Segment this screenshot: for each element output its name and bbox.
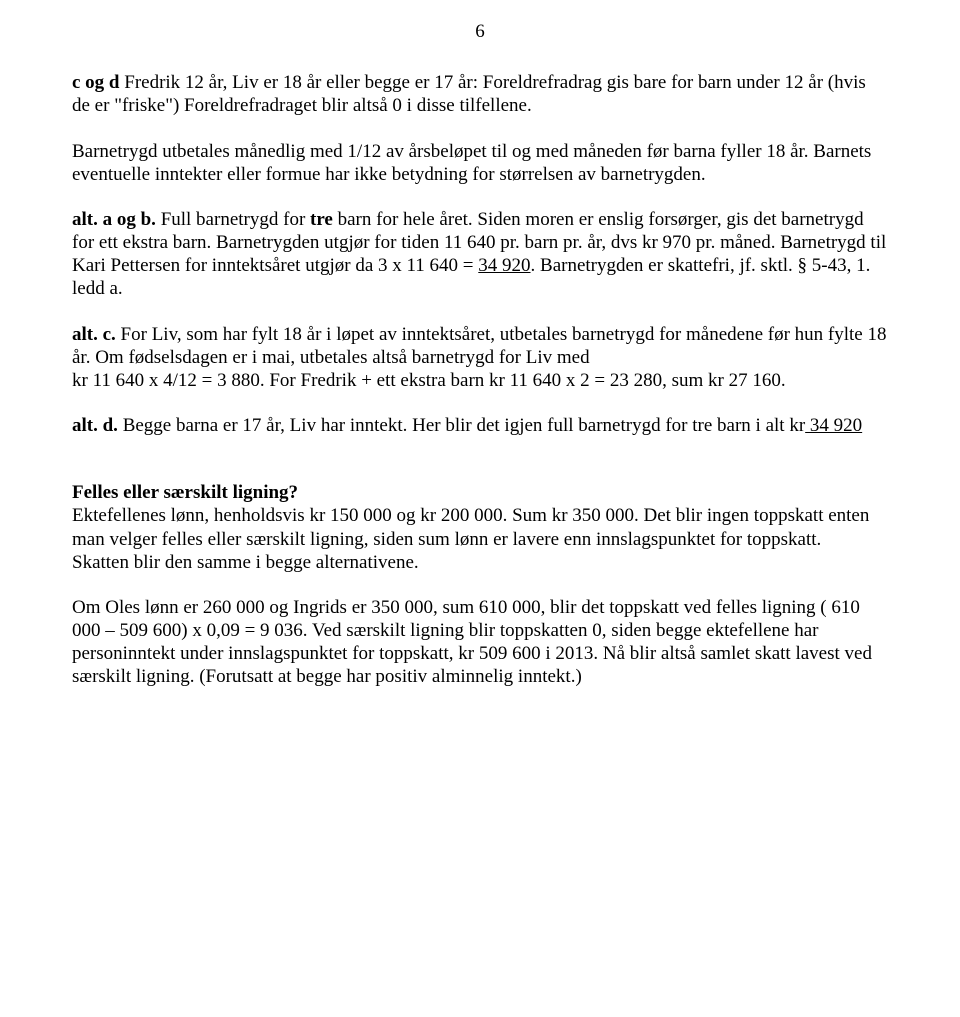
bold-alt-d: alt. d. bbox=[72, 415, 118, 436]
bold-alt-ab: alt. a og b. bbox=[72, 209, 156, 230]
text: Fredrik 12 år, Liv er 18 år eller begge … bbox=[72, 72, 866, 116]
text: For Liv, som har fylt 18 år i løpet av i… bbox=[72, 324, 886, 368]
bold-felles-heading: Felles eller særskilt ligning? bbox=[72, 482, 298, 503]
underline-amount: 34 920 bbox=[478, 255, 530, 276]
text: kr 11 640 x 4/12 = 3 880. For Fredrik + … bbox=[72, 370, 786, 391]
text: Ektefellenes lønn, henholdsvis kr 150 00… bbox=[72, 505, 869, 549]
paragraph-alt-ab: alt. a og b. Full barnetrygd for tre bar… bbox=[72, 208, 888, 301]
paragraph-c-d-intro: c og d Fredrik 12 år, Liv er 18 år eller… bbox=[72, 71, 888, 117]
paragraph-alt-c: alt. c. For Liv, som har fylt 18 år i lø… bbox=[72, 323, 888, 393]
text: Full barnetrygd for bbox=[156, 209, 310, 230]
paragraph-ole-ingrid: Om Oles lønn er 260 000 og Ingrids er 35… bbox=[72, 596, 888, 689]
bold-tre: tre bbox=[310, 209, 333, 230]
page-number: 6 bbox=[72, 20, 888, 43]
text: Skatten blir den samme i begge alternati… bbox=[72, 552, 419, 573]
text: Begge barna er 17 år, Liv har inntekt. H… bbox=[118, 415, 805, 436]
underline-amount: 34 920 bbox=[805, 415, 862, 436]
paragraph-felles: Felles eller særskilt ligning? Ektefelle… bbox=[72, 481, 888, 574]
document-page: 6 c og d Fredrik 12 år, Liv er 18 år ell… bbox=[0, 0, 960, 751]
paragraph-barnetrygd-info: Barnetrygd utbetales månedlig med 1/12 a… bbox=[72, 140, 888, 186]
bold-c-og-d: c og d bbox=[72, 72, 120, 93]
bold-alt-c: alt. c. bbox=[72, 324, 116, 345]
paragraph-alt-d: alt. d. Begge barna er 17 år, Liv har in… bbox=[72, 414, 888, 437]
